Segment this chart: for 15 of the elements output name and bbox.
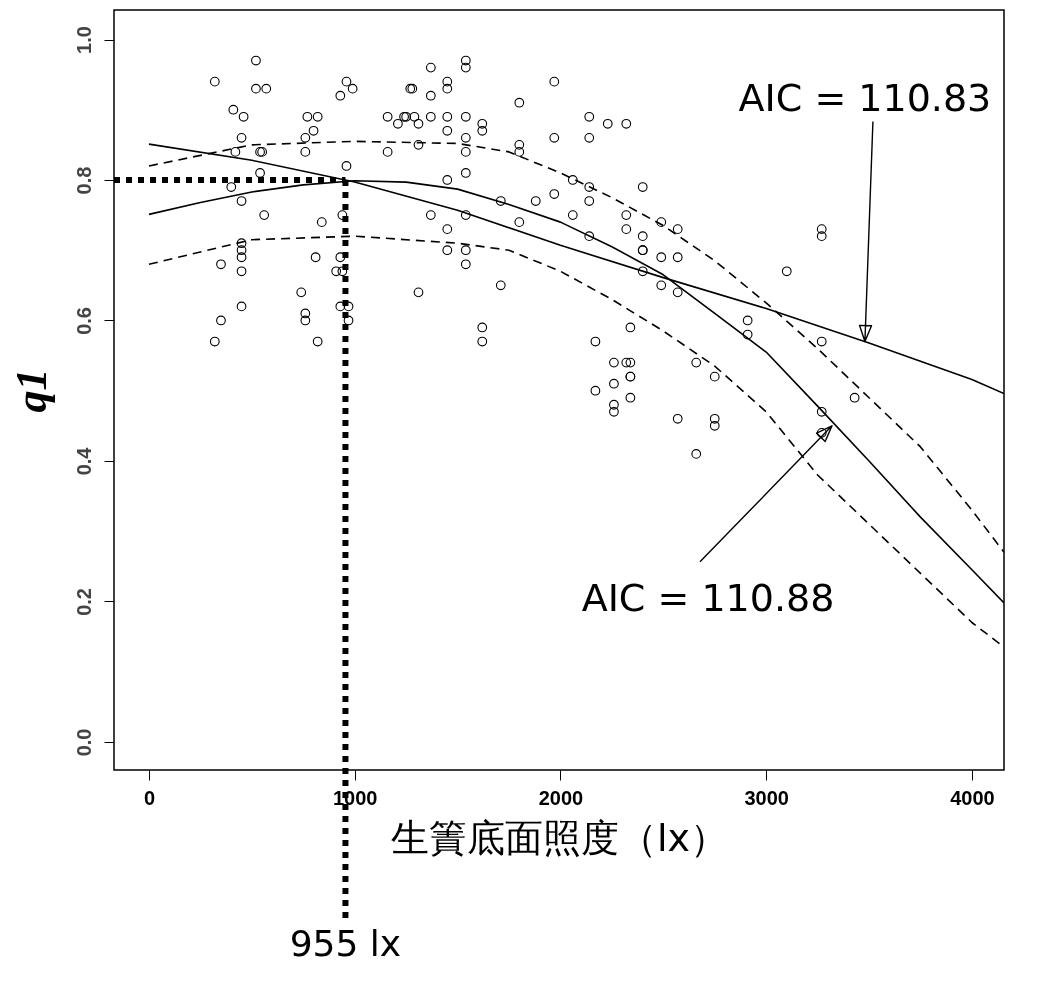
annotation: AIC = 110.83 [738, 75, 992, 120]
x-tick-label: 3000 [744, 786, 789, 809]
y-tick-label: 0.4 [72, 446, 95, 476]
y-tick-label: 0.6 [72, 307, 95, 335]
y-tick-label: 0.2 [72, 588, 95, 616]
x-axis-title: 生簀底面照度（lx） [390, 815, 729, 860]
ref-line-label: 955 lx [289, 923, 402, 964]
x-tick-label: 2000 [538, 786, 584, 809]
y-tick-label: 0.8 [72, 166, 95, 195]
y-axis-title: q1 [6, 368, 56, 413]
annotation: AIC = 110.88 [581, 575, 835, 620]
y-tick-label: 0.0 [72, 728, 95, 757]
y-tick-label: 1.0 [72, 26, 95, 54]
x-tick-label: 0 [143, 786, 156, 809]
x-tick-label: 4000 [950, 786, 995, 809]
